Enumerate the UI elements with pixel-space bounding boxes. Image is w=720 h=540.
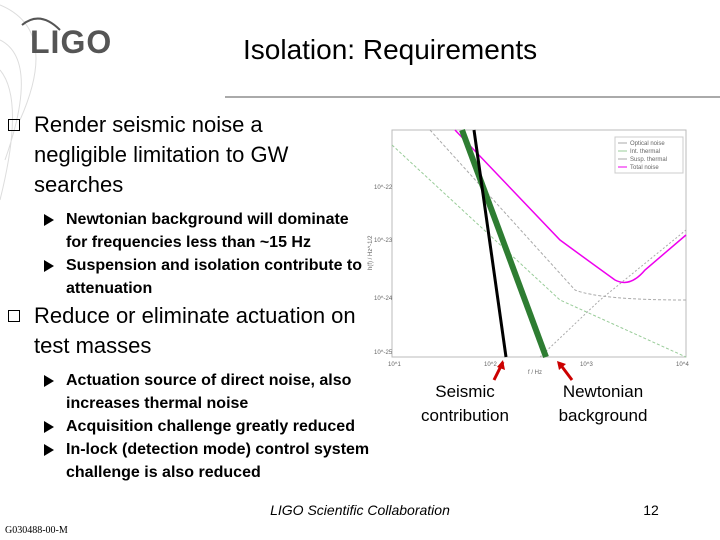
bullet-text: Render seismic noise a negligible limita… [34, 112, 289, 197]
legend-entry: Optical noise [630, 141, 665, 147]
legend-entry: Total noise [630, 165, 659, 171]
legend-entry: Int. thermal [630, 149, 660, 155]
curve [539, 229, 687, 358]
x-tick-label: 10^2 [484, 362, 497, 368]
seismic-line [472, 129, 508, 358]
bullet: Render seismic noise a negligible limita… [8, 110, 354, 200]
sub-bullet-text: In-lock (detection mode) control system … [66, 441, 370, 481]
y-tick-label: 10^-24 [374, 296, 393, 302]
footer-text: LIGO Scientific Collaboration [270, 502, 450, 518]
sub-bullet: Acquisition challenge greatly reduced [44, 415, 386, 438]
doc-id: G030488-00-M [5, 525, 68, 536]
sub-bullet-text: Acquisition challenge greatly reduced [66, 418, 355, 435]
total-noise-curve [454, 129, 687, 284]
sub-bullet-text: Newtonian background will dominate for f… [66, 211, 349, 251]
x-tick-label: 10^1 [388, 362, 401, 368]
annotation: Seismic contribution [421, 382, 509, 425]
sub-bullet-text: Actuation source of direct noise, also i… [66, 372, 352, 412]
curve [391, 144, 687, 358]
annotation: Newtonian background [559, 382, 648, 425]
sub-bullet: In-lock (detection mode) control system … [44, 438, 386, 484]
y-axis-label: h(f) / Hz^-1/2 [368, 235, 374, 270]
curve [429, 129, 687, 301]
x-axis-label: f / Hz [528, 370, 542, 376]
page-number: 12 [643, 502, 659, 518]
legend-entry: Susp. thermal [630, 157, 667, 163]
x-tick-label: 10^3 [580, 362, 593, 368]
bullet-block-1: Render seismic noise a negligible limita… [8, 110, 362, 300]
newtonian-line [459, 128, 549, 359]
slide-title: Isolation: Requirements [243, 34, 538, 65]
logo: LIGO [30, 24, 113, 60]
sub-bullet: Actuation source of direct noise, also i… [44, 369, 386, 415]
bullet-block-2: Reduce or eliminate actuation on test ma… [8, 301, 374, 484]
bullet: Reduce or eliminate actuation on test ma… [8, 301, 374, 361]
sub-bullet: Newtonian background will dominate for f… [44, 208, 366, 254]
y-tick-label: 10^-22 [374, 185, 393, 191]
bullet-text: Reduce or eliminate actuation on test ma… [34, 303, 356, 358]
x-tick-label: 10^4 [676, 362, 689, 368]
sub-bullet-text: Suspension and isolation contribute to a… [66, 257, 363, 297]
y-tick-label: 10^-23 [374, 238, 393, 244]
y-tick-label: 10^-25 [374, 350, 393, 356]
sub-bullet: Suspension and isolation contribute to a… [44, 254, 366, 300]
